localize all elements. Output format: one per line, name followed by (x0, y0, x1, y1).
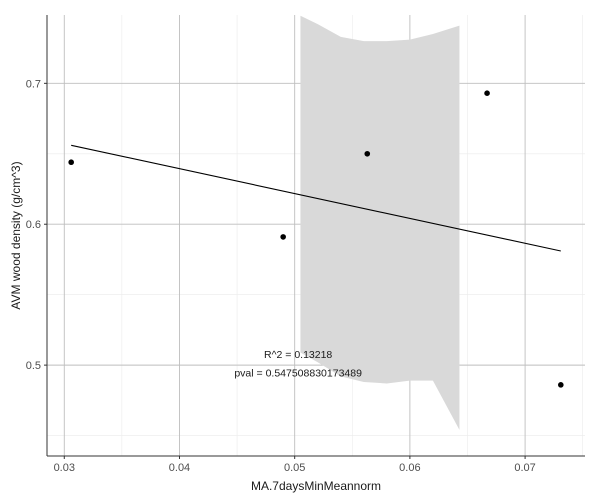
confidence-band-layer (300, 15, 460, 430)
data-point (68, 159, 74, 166)
points-layer (68, 90, 564, 388)
x-ticks: 0.03 0.04 0.05 0.06 0.07 (54, 456, 536, 474)
x-axis-title: MA.7daysMinMeannorm (251, 479, 381, 493)
regression-line (71, 144, 561, 252)
data-point (484, 90, 490, 96)
annotations: R^2 = 0.13218 pval = 0.547508830173489 (234, 349, 362, 379)
stats-annotation: R^2 = 0.13218 (264, 349, 332, 361)
data-point (558, 382, 564, 388)
y-ticks: 0.5 0.6 0.7 (26, 78, 47, 372)
regression-line-layer (71, 144, 561, 252)
confidence-band (300, 15, 460, 430)
y-tick-label: 0.5 (26, 360, 41, 372)
data-point (280, 234, 286, 240)
x-tick-label: 0.03 (54, 462, 75, 474)
x-tick-label: 0.06 (399, 462, 420, 474)
x-tick-label: 0.07 (514, 462, 535, 474)
y-tick-label: 0.6 (26, 219, 41, 231)
y-tick-label: 0.7 (26, 78, 41, 90)
x-tick-label: 0.04 (169, 462, 190, 474)
stats-annotation: pval = 0.547508830173489 (234, 367, 362, 379)
data-point (364, 150, 371, 157)
x-tick-label: 0.05 (284, 462, 305, 474)
y-axis-title: AVM wood density (g/cm^3) (9, 161, 23, 309)
